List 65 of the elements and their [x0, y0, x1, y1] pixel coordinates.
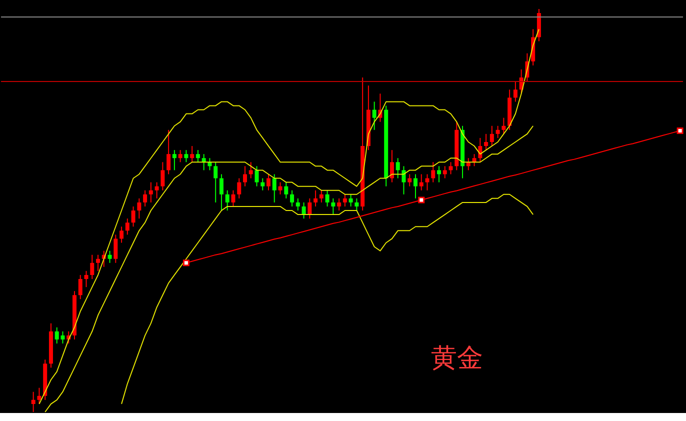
candlestick: [242, 166, 247, 187]
candlestick: [290, 190, 294, 207]
candlestick: [37, 387, 42, 404]
candlestick: [160, 162, 165, 191]
candlestick: [342, 194, 347, 207]
candlestick: [319, 190, 324, 203]
candlestick: [178, 150, 182, 163]
candlestick: [190, 146, 194, 163]
candlestick: [284, 182, 288, 199]
candlestick: [154, 182, 159, 199]
candlestick: [219, 174, 224, 211]
candlestick: [172, 150, 176, 171]
candlestick: [214, 162, 218, 203]
candlestick: [413, 174, 418, 199]
candlestick: [390, 150, 394, 183]
candlestick: [331, 198, 336, 216]
candlestick: [502, 117, 506, 134]
candlestick: [372, 101, 376, 130]
candlestick: [431, 162, 436, 183]
candlestick: [131, 206, 136, 228]
candlestick: [254, 166, 259, 187]
annotation: 黄金: [431, 343, 484, 374]
candlestick: [448, 162, 453, 175]
candlestick: [237, 178, 242, 199]
candlestick: [260, 178, 265, 191]
candlestick: [296, 198, 300, 211]
candlestick: [184, 150, 188, 163]
candlestick: [408, 174, 412, 187]
candlestick: [266, 174, 271, 191]
candlestick: [231, 190, 236, 207]
candlestick: [337, 198, 342, 211]
candlestick: [248, 162, 253, 179]
candlestick: [513, 81, 518, 102]
candlestick: [314, 190, 318, 207]
candlestick: [84, 270, 88, 288]
candlestick: [496, 125, 500, 138]
candlestick: [425, 174, 430, 191]
candlestick: [325, 190, 330, 207]
candlestick: [308, 198, 312, 220]
candlestick: [166, 129, 171, 175]
candlestick: [278, 182, 282, 195]
candlestick: [490, 125, 494, 147]
candlestick: [396, 158, 400, 179]
candlestick: [114, 234, 118, 264]
candlestick: [31, 391, 36, 412]
candlestick: [96, 254, 100, 272]
candlestick: [484, 133, 488, 151]
candlestick: [125, 218, 130, 236]
candlestick: [302, 202, 306, 220]
candlestick: [120, 226, 124, 244]
candlestick: [272, 174, 276, 203]
candlestick: [225, 190, 230, 211]
candlestick: [348, 194, 353, 207]
candlestick: [437, 166, 442, 183]
candlestick: [143, 190, 148, 207]
candlestick: [90, 254, 94, 280]
candlestick: [419, 174, 424, 191]
candlestick: [78, 274, 82, 300]
candlestick: [108, 250, 112, 264]
candlestick: [148, 182, 153, 203]
candlestick: [354, 198, 359, 211]
candlestick: [442, 166, 447, 179]
candlestick: [402, 166, 406, 195]
candlestick: [196, 150, 200, 163]
candlestick: [137, 198, 142, 220]
